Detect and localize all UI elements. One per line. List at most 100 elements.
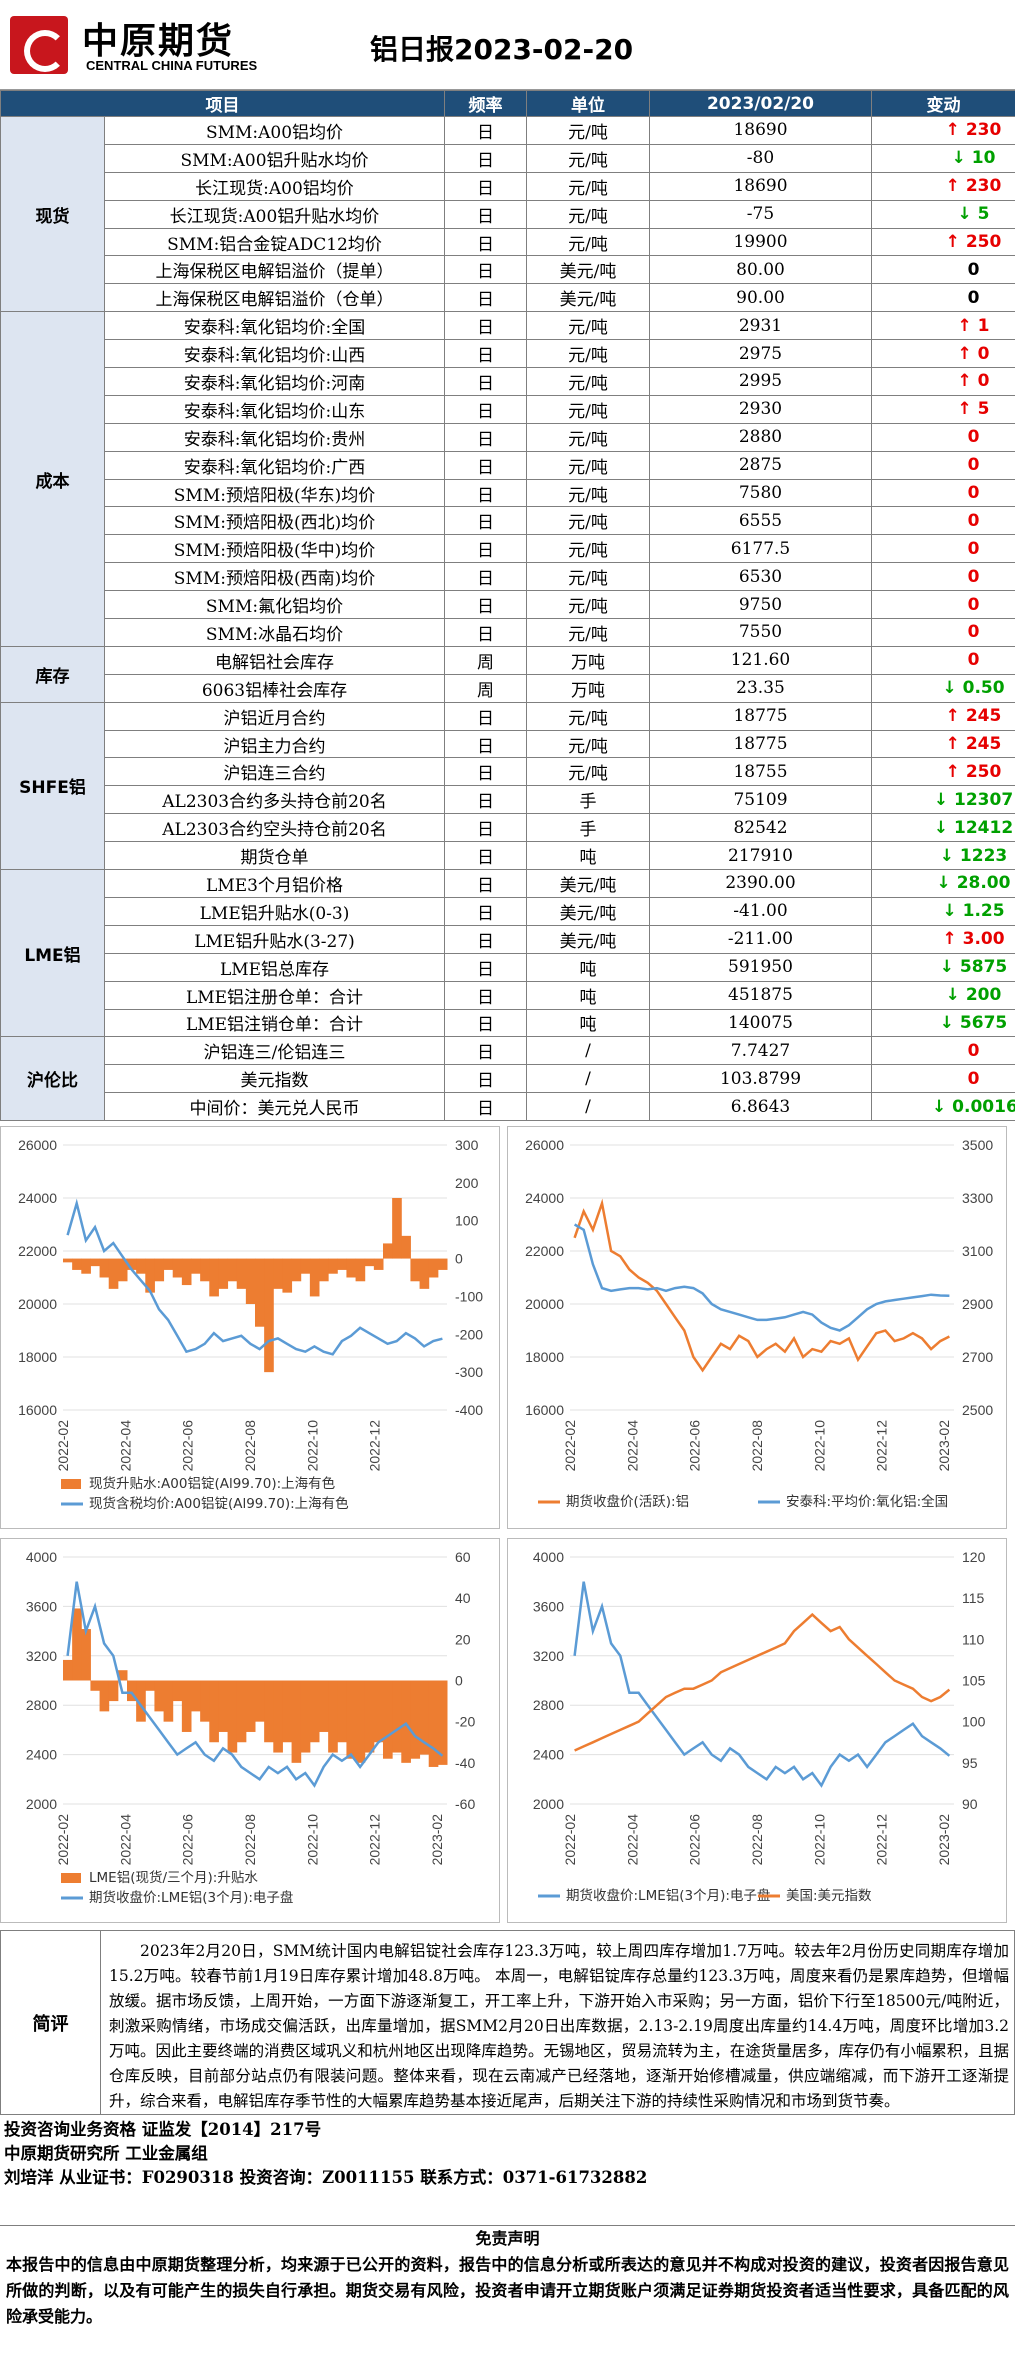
company-logo-icon xyxy=(10,16,68,74)
table-row: SMM:冰晶石均价日元/吨 7550 0 xyxy=(1,618,1015,647)
chart-bar xyxy=(264,1258,274,1373)
y-left-tick-label: 3600 xyxy=(26,1598,57,1614)
item-cell: 上海保税区电解铝溢价（提单） xyxy=(104,255,445,285)
unit-cell: / xyxy=(526,1036,650,1066)
disclaimer-text: 本报告中的信息由中原期货整理分析，均来源于已公开的资料，报告中的信息分析或所表达… xyxy=(6,2255,1009,2326)
chart-bar xyxy=(328,1258,338,1274)
change-value: 5675 xyxy=(959,1012,1008,1033)
y-left-tick-label: 22000 xyxy=(18,1243,57,1259)
chart-line-series xyxy=(573,1223,950,1332)
chart-bar xyxy=(337,1258,347,1270)
value-cell: 18775 xyxy=(649,729,872,759)
item-cell: LME铝总库存 xyxy=(104,952,445,982)
value-cell: 19900 xyxy=(649,227,872,257)
item-cell: 安泰科:氧化铝均价:全国 xyxy=(104,311,445,341)
frequency-cell: 日 xyxy=(444,199,527,229)
unit-cell: 美元/吨 xyxy=(526,896,650,926)
x-tick-label: 2022-08 xyxy=(242,1420,258,1472)
arrow-up-icon: ↑ xyxy=(957,371,978,392)
change-value: 0 xyxy=(967,538,980,559)
change-cell: 0 xyxy=(871,255,1015,285)
chart-bar xyxy=(282,1258,293,1293)
table-row: 美元指数日/103.8799 0 xyxy=(1,1064,1015,1094)
unit-cell: 元/吨 xyxy=(526,562,650,592)
unit-cell: 美元/吨 xyxy=(526,869,650,898)
frequency-cell: 日 xyxy=(444,590,527,620)
x-tick-label: 2023-02 xyxy=(936,1420,952,1472)
chart-bar xyxy=(200,1680,210,1722)
chart-line-series xyxy=(573,1581,951,1788)
table-row: SMM:铝合金锭ADC12均价日元/吨 19900 ↑ 250 xyxy=(1,227,1015,257)
unit-cell: 元/吨 xyxy=(526,394,650,424)
chart-bar xyxy=(364,1258,375,1267)
item-cell: 期货仓单 xyxy=(104,841,445,871)
table-row: SMM:预焙阳极(华东)均价日元/吨 7580 0 xyxy=(1,478,1015,508)
frequency-cell: 日 xyxy=(444,394,527,424)
change-value: 1.25 xyxy=(962,901,1005,922)
x-tick-label: 2022-02 xyxy=(562,1420,578,1472)
x-tick-label: 2022-06 xyxy=(180,1814,196,1866)
item-cell: SMM:预焙阳极(西南)均价 xyxy=(104,562,445,592)
unit-cell: 吨 xyxy=(526,1008,650,1038)
y-left-tick-label: 4000 xyxy=(533,1549,564,1565)
y-right-tick-label: 2500 xyxy=(962,1402,993,1418)
value-cell: -211.00 xyxy=(649,924,872,954)
chart-bar xyxy=(227,1680,238,1753)
table-row: 沪铝连三合约日元/吨 18755 ↑ 250 xyxy=(1,757,1015,787)
x-tick-label: 2022-10 xyxy=(304,1814,320,1866)
frequency-cell: 日 xyxy=(444,701,527,731)
change-value: 250 xyxy=(965,232,1002,252)
y-left-tick-label: 26000 xyxy=(525,1137,564,1153)
y-right-tick-label: 105 xyxy=(962,1673,986,1689)
change-cell: 0 xyxy=(871,1036,1015,1066)
legend-label: 现货升贴水:A00铝锭(Al99.70):上海有色 xyxy=(89,1475,335,1492)
unit-cell: 元/吨 xyxy=(526,143,650,173)
frequency-cell: 日 xyxy=(444,729,527,759)
change-cell: ↓ 0.50 xyxy=(871,673,1015,703)
value-cell: 2875 xyxy=(649,450,872,480)
chart-bar xyxy=(255,1680,265,1722)
change-cell: 0 xyxy=(871,506,1015,536)
table-row: AL2303合约空头持仓前20名日手 82542 ↓ 12412 xyxy=(1,813,1015,843)
change-cell: ↓ 0.0016 xyxy=(871,1092,1015,1122)
value-cell: 75109 xyxy=(649,785,872,815)
chart-bar xyxy=(108,1680,119,1702)
y-left-tick-label: 2000 xyxy=(26,1796,57,1812)
change-cell: ↓ 200 xyxy=(871,980,1015,1010)
value-cell: 451875 xyxy=(649,980,872,1010)
chart-bar xyxy=(346,1680,357,1759)
table-row: 安泰科:氧化铝均价:贵州日元/吨 2880 0 xyxy=(1,422,1015,452)
chart-bar xyxy=(172,1680,183,1702)
frequency-cell: 日 xyxy=(444,562,527,592)
value-cell: 80.00 xyxy=(649,255,872,285)
chart-bar xyxy=(127,1680,137,1702)
chart-bar xyxy=(72,1258,82,1270)
y-right-tick-label: -40 xyxy=(455,1755,475,1771)
change-cell: 0 xyxy=(871,534,1015,564)
unit-cell: 元/吨 xyxy=(526,729,650,759)
x-tick-label: 2022-12 xyxy=(367,1814,383,1866)
chart-bar xyxy=(181,1258,192,1286)
arrow-up-icon: ↑ xyxy=(957,343,978,364)
arrow-up-icon: ↑ xyxy=(945,706,966,727)
x-tick-label: 2023-02 xyxy=(429,1814,445,1866)
change-cell: 0 xyxy=(871,283,1015,313)
y-left-tick-label: 18000 xyxy=(525,1349,564,1365)
change-value: 10 xyxy=(971,148,996,169)
item-cell: 电解铝社会库存 xyxy=(104,645,445,675)
frequency-cell: 日 xyxy=(444,506,527,536)
change-value: 0 xyxy=(967,455,980,476)
item-cell: 安泰科:氧化铝均价:贵州 xyxy=(104,422,445,452)
y-left-tick-label: 18000 xyxy=(18,1349,57,1365)
unit-cell: 吨 xyxy=(526,980,650,1010)
change-value: 0 xyxy=(967,287,980,308)
chart-bar xyxy=(145,1680,155,1691)
unit-cell: 万吨 xyxy=(526,645,650,675)
value-cell: 23.35 xyxy=(649,673,872,703)
col-header-item: 项目 xyxy=(0,90,445,117)
y-left-tick-label: 20000 xyxy=(18,1296,57,1312)
change-value: 0 xyxy=(967,1040,980,1061)
change-value: 5 xyxy=(977,204,990,225)
value-cell: -75 xyxy=(649,199,872,229)
change-value: 230 xyxy=(965,176,1002,197)
